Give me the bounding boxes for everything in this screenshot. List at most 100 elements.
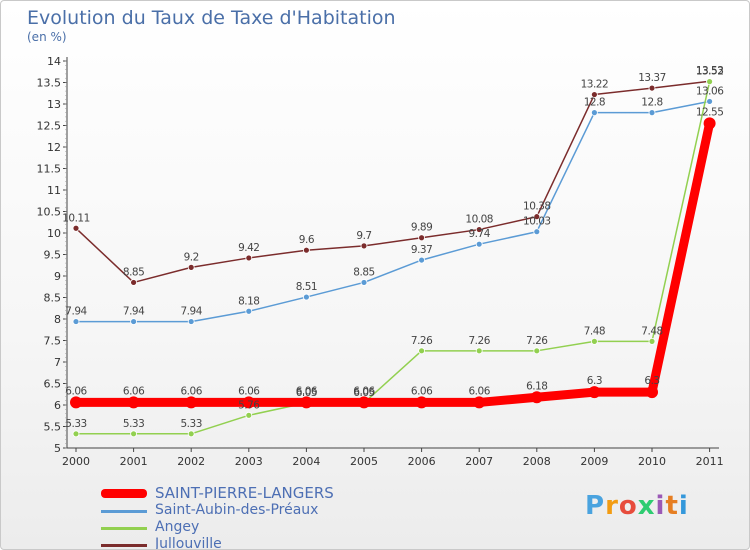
x-tick-label: 2004 bbox=[292, 455, 320, 468]
data-label: 7.48 bbox=[641, 325, 662, 337]
data-label: 5.76 bbox=[238, 399, 260, 411]
series-line-0 bbox=[71, 118, 715, 407]
data-point bbox=[187, 263, 195, 271]
x-tick-label: 2006 bbox=[408, 455, 436, 468]
data-label: 6.3 bbox=[644, 375, 659, 387]
data-label: 8.85 bbox=[353, 266, 374, 278]
logo-letter: P bbox=[585, 491, 606, 521]
data-point bbox=[646, 386, 658, 399]
series-line-3 bbox=[75, 80, 711, 284]
data-point bbox=[706, 78, 713, 86]
x-tick-label: 2005 bbox=[350, 455, 378, 468]
y-tick-label: 6 bbox=[54, 399, 61, 412]
x-tick-label: 2009 bbox=[580, 455, 608, 468]
y-tick-label: 5.5 bbox=[44, 421, 62, 434]
data-point bbox=[473, 396, 486, 409]
data-label: 13.53 bbox=[696, 65, 724, 77]
data-label: 10.03 bbox=[523, 216, 551, 228]
data-label: 7.26 bbox=[526, 335, 548, 347]
data-point bbox=[70, 396, 82, 409]
logo-letter: x bbox=[637, 491, 656, 521]
x-tick-label: 2011 bbox=[696, 455, 724, 468]
data-label: 13.37 bbox=[638, 72, 666, 84]
y-tick-label: 13 bbox=[47, 98, 61, 111]
data-label: 6.06 bbox=[296, 385, 318, 397]
x-tick-label: 2001 bbox=[120, 455, 148, 468]
data-label: 10.08 bbox=[465, 214, 493, 226]
data-label: 7.26 bbox=[469, 335, 491, 347]
y-tick-label: 14 bbox=[47, 55, 61, 68]
data-label: 6.06 bbox=[469, 385, 491, 397]
data-point bbox=[648, 337, 656, 345]
data-label: 7.94 bbox=[65, 306, 87, 318]
data-label: 7.26 bbox=[411, 335, 433, 347]
data-point bbox=[360, 279, 368, 286]
unit-label: (en %) bbox=[27, 30, 67, 44]
data-point bbox=[187, 318, 195, 325]
data-point bbox=[703, 117, 716, 130]
y-tick-label: 6.5 bbox=[44, 378, 62, 391]
legend-label: SAINT-PIERRE-LANGERS bbox=[155, 484, 334, 502]
data-label: 6.05 bbox=[353, 387, 374, 399]
data-point bbox=[418, 347, 426, 355]
data-point bbox=[130, 279, 138, 286]
data-point bbox=[245, 411, 253, 419]
data-label: 9.7 bbox=[356, 230, 371, 242]
y-tick-label: 7 bbox=[54, 356, 61, 369]
data-point bbox=[591, 109, 598, 116]
data-label: 6.06 bbox=[123, 385, 145, 397]
data-point bbox=[648, 84, 656, 92]
data-label: 6.06 bbox=[65, 385, 87, 397]
data-label: 8.85 bbox=[123, 266, 144, 278]
data-point bbox=[591, 91, 598, 98]
x-tick-label: 2000 bbox=[62, 455, 90, 468]
chart-title: Evolution du Taux de Taxe d'Habitation bbox=[27, 7, 396, 29]
legend-label: Jullouville bbox=[155, 536, 222, 550]
data-point bbox=[302, 246, 310, 254]
legend-swatch bbox=[101, 527, 147, 530]
data-point bbox=[185, 396, 198, 409]
y-tick-label: 5 bbox=[54, 442, 61, 455]
data-point bbox=[245, 254, 253, 262]
data-point bbox=[533, 213, 541, 221]
data-label: 9.37 bbox=[411, 244, 432, 256]
data-label: 12.8 bbox=[641, 97, 662, 109]
data-label: 13.22 bbox=[581, 79, 609, 91]
x-tick-label: 2003 bbox=[235, 455, 263, 468]
data-point bbox=[418, 234, 426, 242]
data-point bbox=[530, 391, 543, 404]
data-label: 6.3 bbox=[587, 375, 602, 387]
y-tick-label: 9 bbox=[54, 270, 61, 283]
data-point bbox=[242, 396, 255, 409]
data-point bbox=[360, 242, 368, 250]
data-point bbox=[533, 228, 541, 236]
data-label: 8.51 bbox=[296, 281, 317, 293]
data-label: 12.8 bbox=[584, 97, 605, 109]
legend-swatch bbox=[101, 544, 147, 547]
data-point bbox=[648, 109, 656, 116]
y-tick-label: 11 bbox=[47, 184, 61, 197]
y-tick-label: 8 bbox=[54, 313, 61, 326]
logo-letter: t bbox=[665, 491, 679, 521]
y-tick-label: 8.5 bbox=[44, 292, 62, 305]
data-label: 9.42 bbox=[238, 242, 259, 254]
y-tick-label: 12 bbox=[47, 141, 61, 154]
data-label: 5.33 bbox=[65, 418, 86, 430]
data-point bbox=[72, 430, 80, 438]
data-point bbox=[130, 430, 138, 438]
data-point bbox=[475, 226, 483, 233]
logo-letter: i bbox=[678, 491, 689, 521]
proxiti-logo: Proxiti bbox=[585, 491, 689, 521]
data-label: 6.06 bbox=[238, 385, 260, 397]
y-tick-label: 10 bbox=[47, 227, 61, 240]
data-point bbox=[588, 386, 601, 399]
series-line-1 bbox=[75, 100, 711, 323]
data-label: 6.06 bbox=[411, 385, 433, 397]
data-label: 9.74 bbox=[469, 228, 491, 240]
y-tick-label: 9.5 bbox=[44, 249, 62, 262]
logo-letter: r bbox=[605, 491, 619, 521]
data-point bbox=[72, 318, 80, 325]
data-label: 7.48 bbox=[584, 325, 605, 337]
y-tick-label: 12.5 bbox=[37, 120, 62, 133]
